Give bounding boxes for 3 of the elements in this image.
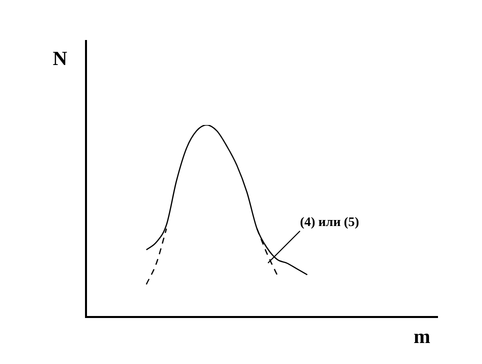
y-axis-title: N bbox=[52, 48, 68, 70]
x-axis-title: m bbox=[414, 326, 431, 348]
annotation: (4) или (5) bbox=[300, 214, 360, 230]
